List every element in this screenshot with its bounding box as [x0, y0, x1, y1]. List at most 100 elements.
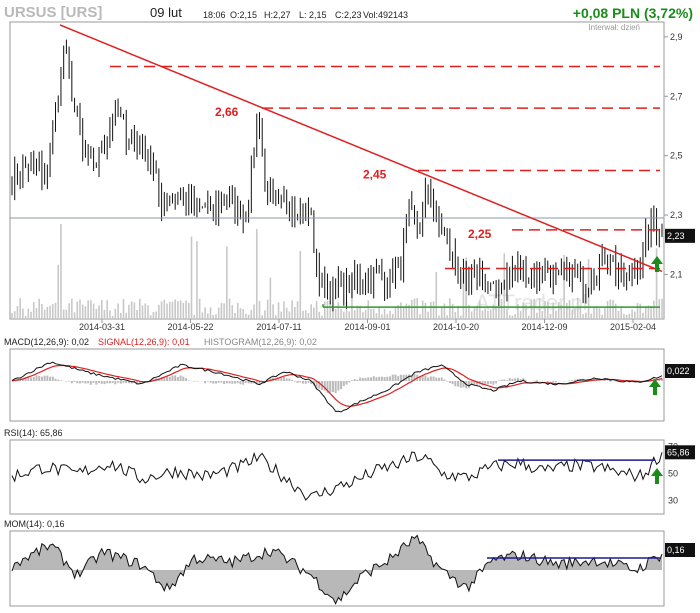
volume-bar	[389, 311, 391, 319]
interval-label: Interwał: dzień	[588, 23, 640, 32]
volume-bar	[315, 301, 318, 319]
rsi-tick-label: 50	[668, 469, 678, 479]
volume-bar	[155, 311, 157, 319]
volume-bar	[144, 303, 147, 319]
volume-bar	[250, 309, 253, 319]
volume-bar	[304, 310, 307, 319]
histogram-bar	[166, 376, 169, 381]
volume-bar	[149, 315, 152, 319]
histogram-bar	[378, 376, 381, 381]
histogram-bar	[302, 381, 305, 384]
histogram-bar	[174, 375, 177, 381]
volume-bar	[449, 298, 451, 319]
histogram-bar	[46, 375, 49, 381]
histogram-bar	[658, 378, 661, 381]
rsi-value-tag-bg	[665, 445, 695, 460]
volume-bar	[459, 315, 462, 319]
volume-bar	[511, 315, 514, 319]
histogram-bar	[38, 376, 41, 381]
volume-bar	[185, 300, 187, 319]
histogram-bar	[353, 378, 356, 381]
histogram-bar	[84, 381, 87, 384]
mom-series	[11, 534, 663, 605]
histogram-bar	[108, 381, 111, 384]
histogram-bar	[247, 381, 250, 384]
histogram-bar	[282, 377, 285, 381]
volume-bar	[201, 312, 204, 319]
volume-bar	[209, 307, 212, 319]
volume-bar	[302, 310, 304, 319]
volume-bar	[473, 308, 476, 319]
histogram-bar	[367, 377, 370, 381]
histogram-bar	[497, 380, 500, 381]
rsi-panel	[9, 439, 665, 515]
signal-series-name: SIGNAL(12,26,9)	[98, 337, 167, 347]
volume-bar	[198, 298, 201, 319]
histogram-bar	[516, 377, 519, 381]
histogram-bar	[204, 381, 207, 384]
histogram-bar	[337, 381, 340, 391]
histogram-bar	[598, 380, 601, 381]
volume-bar	[272, 304, 274, 319]
histogram-bar	[552, 381, 555, 383]
y-tick-label: 2,5	[670, 151, 683, 161]
volume-bar	[196, 241, 198, 319]
volume-bar	[280, 311, 283, 319]
histogram-bar	[179, 375, 182, 381]
volume-bar	[419, 314, 421, 319]
histogram-bar	[546, 381, 549, 383]
volume-bar	[103, 309, 106, 319]
histogram-bar	[399, 374, 402, 381]
histogram-bar	[372, 376, 375, 381]
histogram-bar	[448, 381, 451, 383]
volume-bar	[147, 305, 149, 319]
signal-label: SIGNAL(12,26,9): 0,01	[98, 337, 190, 347]
histogram-bar	[30, 377, 33, 381]
volume-bar	[277, 302, 280, 319]
volume-bar	[51, 304, 54, 319]
histogram-bar	[236, 381, 239, 384]
volume-bar	[226, 246, 228, 319]
histogram-bar	[212, 381, 215, 384]
volume-bar	[476, 305, 478, 319]
histogram-bar	[359, 377, 362, 381]
mom-area	[12, 535, 662, 604]
volume-bar	[16, 305, 19, 319]
volume-bar	[299, 250, 302, 319]
histogram-bar	[473, 381, 476, 386]
volume-bar	[32, 302, 35, 319]
histogram-bar	[391, 374, 394, 381]
histogram-bar	[95, 381, 98, 385]
histogram-bar	[424, 375, 427, 381]
price-change: +0,08 PLN (3,72%)	[573, 5, 693, 21]
histogram-bar	[54, 378, 57, 381]
histogram-bar	[176, 376, 179, 381]
volume-bar	[612, 299, 614, 319]
volume-bar	[484, 308, 487, 319]
volume-bar	[566, 303, 568, 319]
histogram-series-name: HISTOGRAM(12,26,9)	[204, 337, 294, 347]
volume-bar	[100, 299, 103, 319]
histogram-bar	[329, 381, 332, 393]
histogram-bar	[223, 381, 226, 385]
histogram-bar	[51, 376, 54, 381]
volume-bar	[321, 315, 323, 319]
volume-bar	[22, 308, 24, 319]
histogram-bar	[454, 381, 457, 387]
histogram-bar	[81, 381, 84, 383]
histogram-bar	[187, 380, 190, 381]
header-open: O:2,15	[230, 10, 257, 20]
volume-bar	[598, 308, 601, 319]
histogram-bar	[122, 381, 125, 383]
trendline	[59, 24, 663, 273]
histogram-bar	[220, 381, 223, 383]
histogram-bar	[503, 379, 506, 381]
mom-line	[11, 534, 663, 605]
histogram-bar	[103, 381, 106, 385]
histogram-bar	[106, 381, 109, 384]
histogram-bar	[402, 374, 405, 381]
histogram-bar	[35, 375, 38, 381]
histogram-bar	[348, 381, 351, 383]
volume-bar	[253, 304, 255, 319]
signal-series-last: 0,01	[172, 337, 190, 347]
